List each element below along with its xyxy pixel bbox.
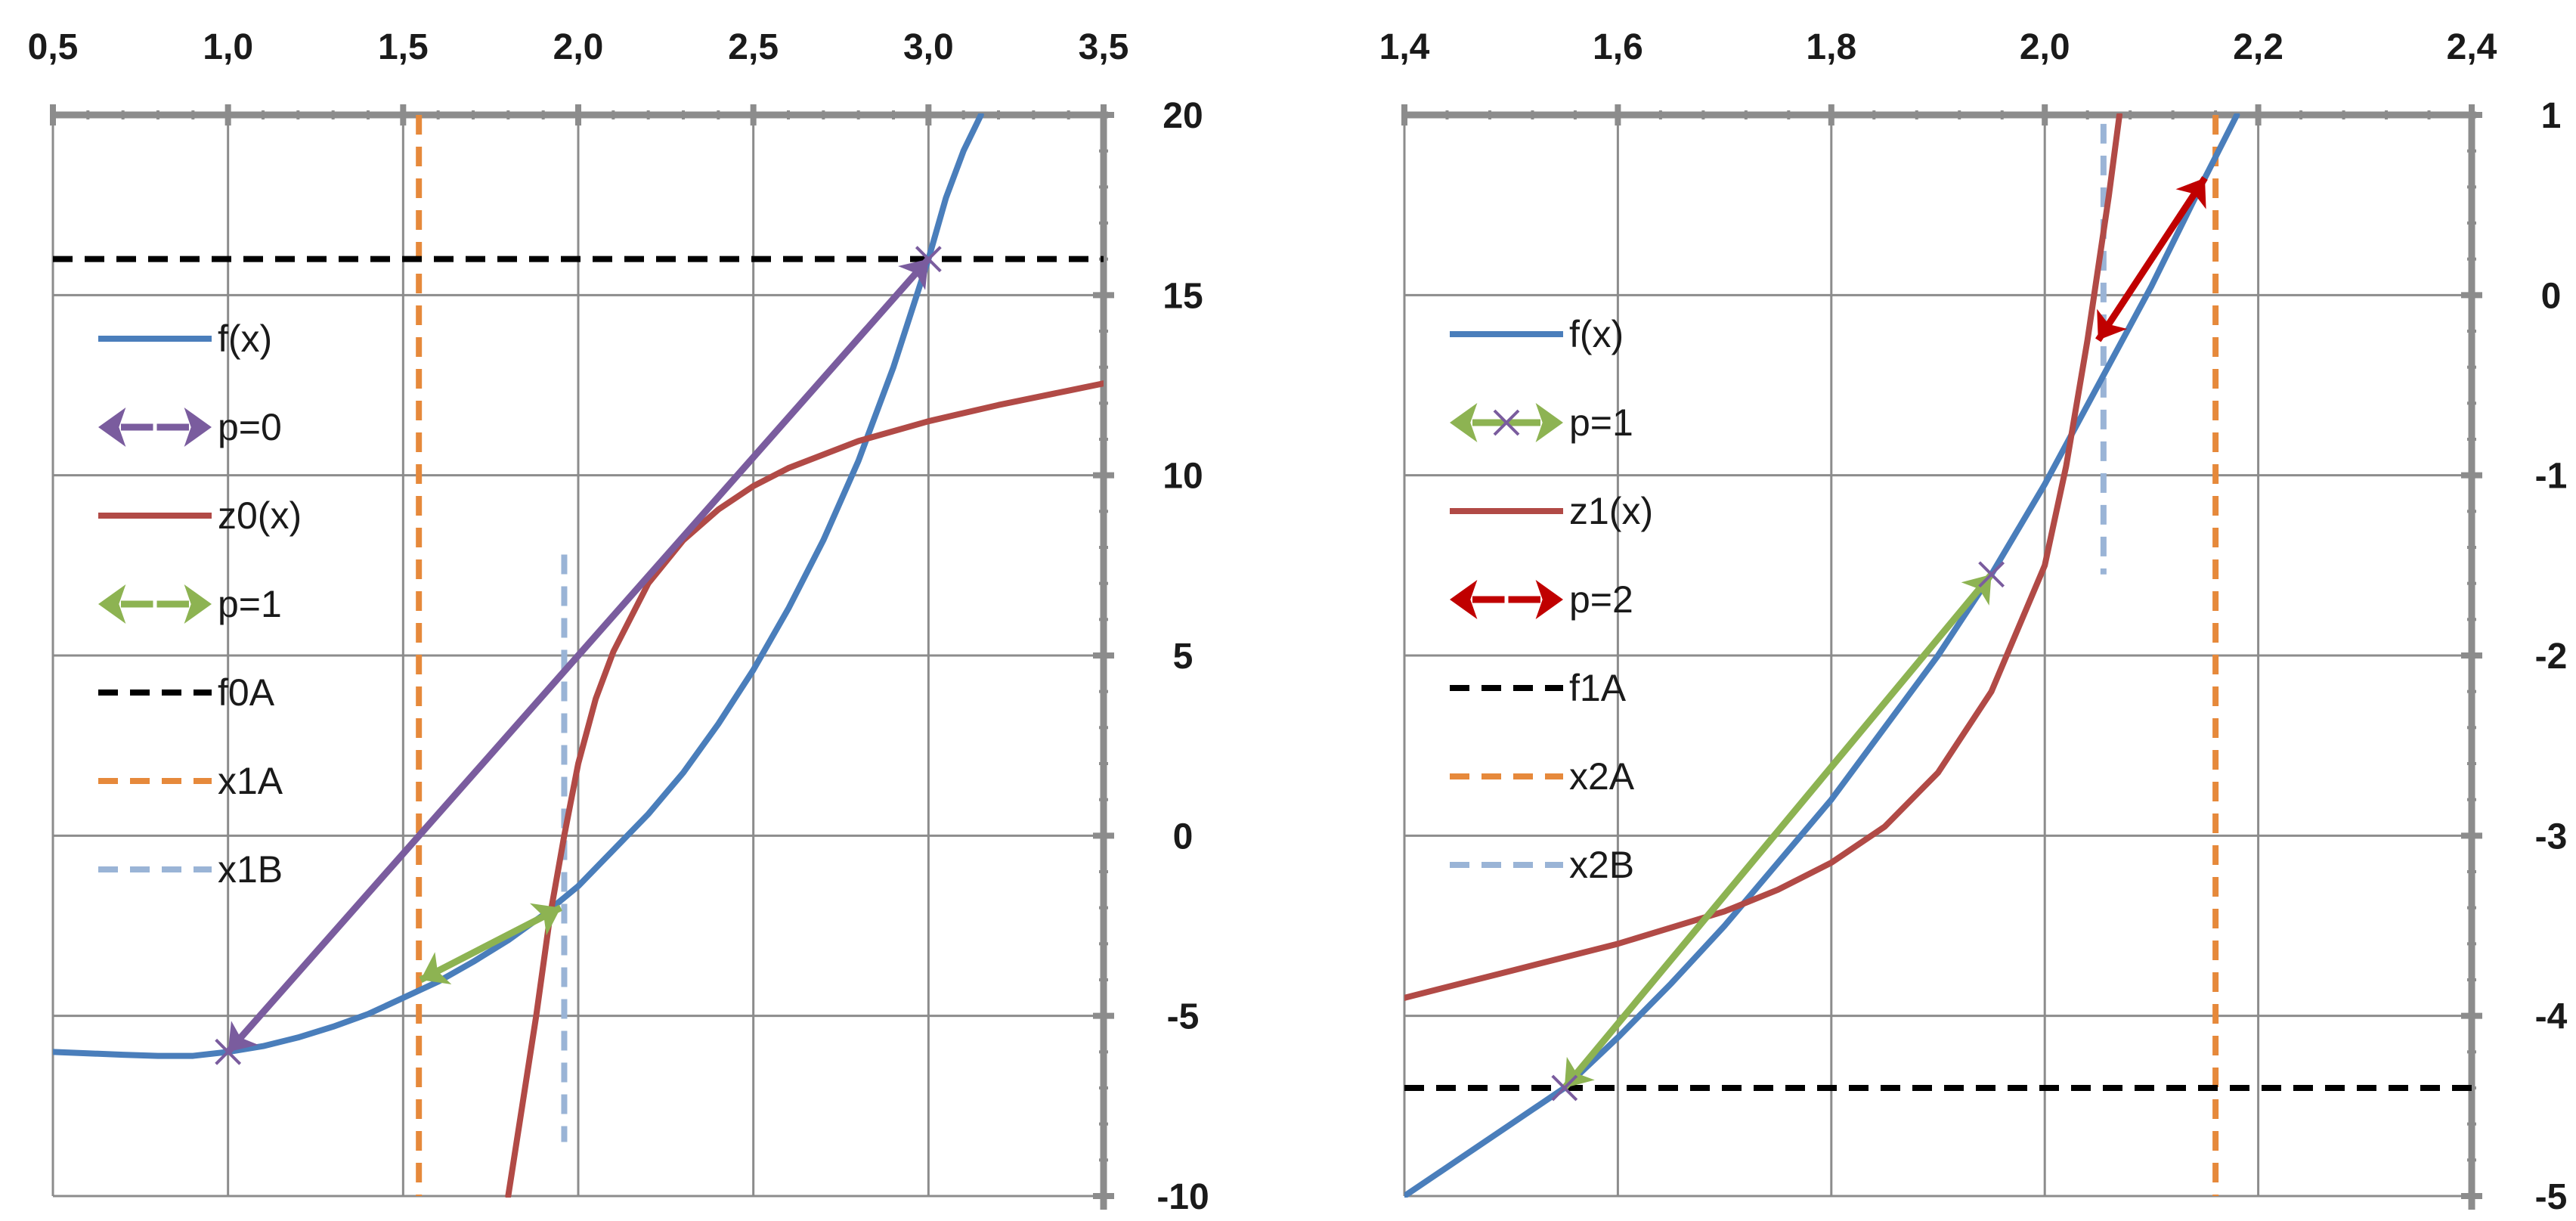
legend-item-z0-x: z0(x) xyxy=(98,494,302,537)
legend-arrow-head xyxy=(1535,403,1563,442)
legend-arrow-head xyxy=(98,584,126,624)
legend-arrow-head xyxy=(1450,403,1478,442)
legend-item-p-0: p=0 xyxy=(98,406,282,448)
legend-item-x2a: x2A xyxy=(1450,755,1635,798)
y-tick-label: 0 xyxy=(1173,817,1194,857)
chart-2: 1,4 1,6 1,8 2,0 2,2 2,4 -5 -4 -3 -2 -1 0 1 f(x) p=1 z1(… xyxy=(1379,27,2568,1217)
legend-item-p-1: p=1 xyxy=(98,583,282,625)
legend-label: p=1 xyxy=(218,583,282,625)
legend-label: x1B xyxy=(218,848,283,891)
legend-arrow-head xyxy=(98,408,126,447)
legend-label: x2B xyxy=(1569,844,1634,886)
legend: f(x) p=0 z0(x) p=1 f0A x1A x1B xyxy=(98,318,302,891)
x-tick-label: 2,2 xyxy=(2233,27,2283,67)
legend-arrow-head xyxy=(184,584,212,624)
y-tick-label: -1 xyxy=(2535,457,2568,497)
arrow-p-1 xyxy=(1562,572,1995,1090)
legend-marker xyxy=(1493,409,1520,436)
x-tick-label: 2,0 xyxy=(2020,27,2070,67)
axes: 0,5 1,0 1,5 2,0 2,5 3,0 3,5 -10 -5 0 5 10 15 20 xyxy=(28,27,1209,1217)
x-tick-label: 1,5 xyxy=(378,27,429,67)
y-tick-label: 15 xyxy=(1163,276,1203,316)
legend-label: z1(x) xyxy=(1569,490,1653,532)
arrow-shaft xyxy=(419,904,562,984)
data-marker xyxy=(215,1038,242,1065)
x-tick-label: 1,4 xyxy=(1379,27,1430,67)
arrow-shaft xyxy=(2095,175,2208,342)
legend-item-x1a: x1A xyxy=(98,760,283,802)
y-tick-label: 1 xyxy=(2541,96,2562,136)
x-tick-label: 3,0 xyxy=(903,27,954,67)
arrow-p-1 xyxy=(419,903,562,984)
legend-item-p-1: p=1 xyxy=(1450,401,1633,444)
arrow-head xyxy=(529,903,561,936)
x-tick-label: 1,6 xyxy=(1593,27,1643,67)
legend-item-f0a: f0A xyxy=(98,671,275,714)
y-tick-label: -3 xyxy=(2535,817,2568,857)
legend-label: f0A xyxy=(218,671,275,714)
x-tick-label: 2,4 xyxy=(2447,27,2497,67)
data-marker xyxy=(1978,561,2005,588)
legend-arrow-head xyxy=(184,408,212,447)
arrow-head xyxy=(420,952,452,984)
y-tick-label: -10 xyxy=(1156,1177,1209,1217)
y-tick-label: 5 xyxy=(1173,637,1194,677)
axes: 1,4 1,6 1,8 2,0 2,2 2,4 -5 -4 -3 -2 -1 0 1 xyxy=(1379,27,2568,1217)
legend-label: f(x) xyxy=(218,318,272,360)
legend-item-z1-x: z1(x) xyxy=(1450,490,1653,532)
arrow-shaft xyxy=(225,256,931,1055)
x-tick-label: 3,5 xyxy=(1079,27,1129,67)
y-tick-label: 10 xyxy=(1163,457,1203,497)
legend-label: z0(x) xyxy=(218,494,302,537)
series-f-x xyxy=(1404,113,2240,1198)
legend-item-p-2: p=2 xyxy=(1450,578,1633,621)
arrow-head xyxy=(2175,178,2206,209)
legend-label: f(x) xyxy=(1569,313,1624,355)
legend-arrow-head xyxy=(1450,580,1478,619)
x-tick-label: 2,5 xyxy=(728,27,779,67)
legend-item-f1a: f1A xyxy=(1450,667,1627,709)
plot-area xyxy=(53,113,1104,1198)
x-tick-label: 1,0 xyxy=(203,27,253,67)
x-tick-label: 0,5 xyxy=(28,27,79,67)
legend: f(x) p=1 z1(x) p=2 f1A x2A x2B xyxy=(1450,313,1653,886)
legend-item-f-x: f(x) xyxy=(98,318,272,360)
arrow-head xyxy=(2097,308,2128,340)
data-marker xyxy=(915,246,942,273)
y-tick-label: 20 xyxy=(1163,96,1203,136)
legend-label: x1A xyxy=(218,760,283,802)
arrow-p-2 xyxy=(2095,175,2208,342)
legend-item-f-x: f(x) xyxy=(1450,313,1624,355)
legend-item-x2b: x2B xyxy=(1450,844,1634,886)
arrow-shaft xyxy=(1562,572,1995,1090)
plot-area xyxy=(1404,113,2472,1198)
y-tick-label: -2 xyxy=(2535,637,2568,677)
legend-label: f1A xyxy=(1569,667,1627,709)
y-tick-label: -4 xyxy=(2535,997,2568,1037)
legend-item-x1b: x1B xyxy=(98,848,283,891)
legend-label: x2A xyxy=(1569,755,1635,798)
x-tick-label: 2,0 xyxy=(553,27,604,67)
y-tick-label: -5 xyxy=(2535,1177,2568,1217)
series-z1-x xyxy=(1404,113,2123,1001)
legend-label: p=2 xyxy=(1569,578,1633,621)
legend-label: p=0 xyxy=(218,406,282,448)
series-z0-x xyxy=(505,380,1104,1198)
legend-label: p=1 xyxy=(1569,401,1633,444)
y-tick-label: 0 xyxy=(2541,276,2562,316)
data-marker xyxy=(1551,1074,1578,1102)
x-tick-label: 1,8 xyxy=(1806,27,1856,67)
legend-arrow-head xyxy=(1535,580,1563,619)
y-tick-label: -5 xyxy=(1167,997,1200,1037)
chart-1: 0,5 1,0 1,5 2,0 2,5 3,0 3,5 -10 -5 0 5 10 15 20 f(x) p=… xyxy=(28,27,1209,1217)
